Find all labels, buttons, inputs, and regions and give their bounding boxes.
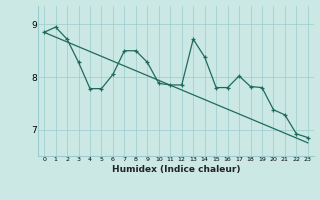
X-axis label: Humidex (Indice chaleur): Humidex (Indice chaleur)	[112, 165, 240, 174]
